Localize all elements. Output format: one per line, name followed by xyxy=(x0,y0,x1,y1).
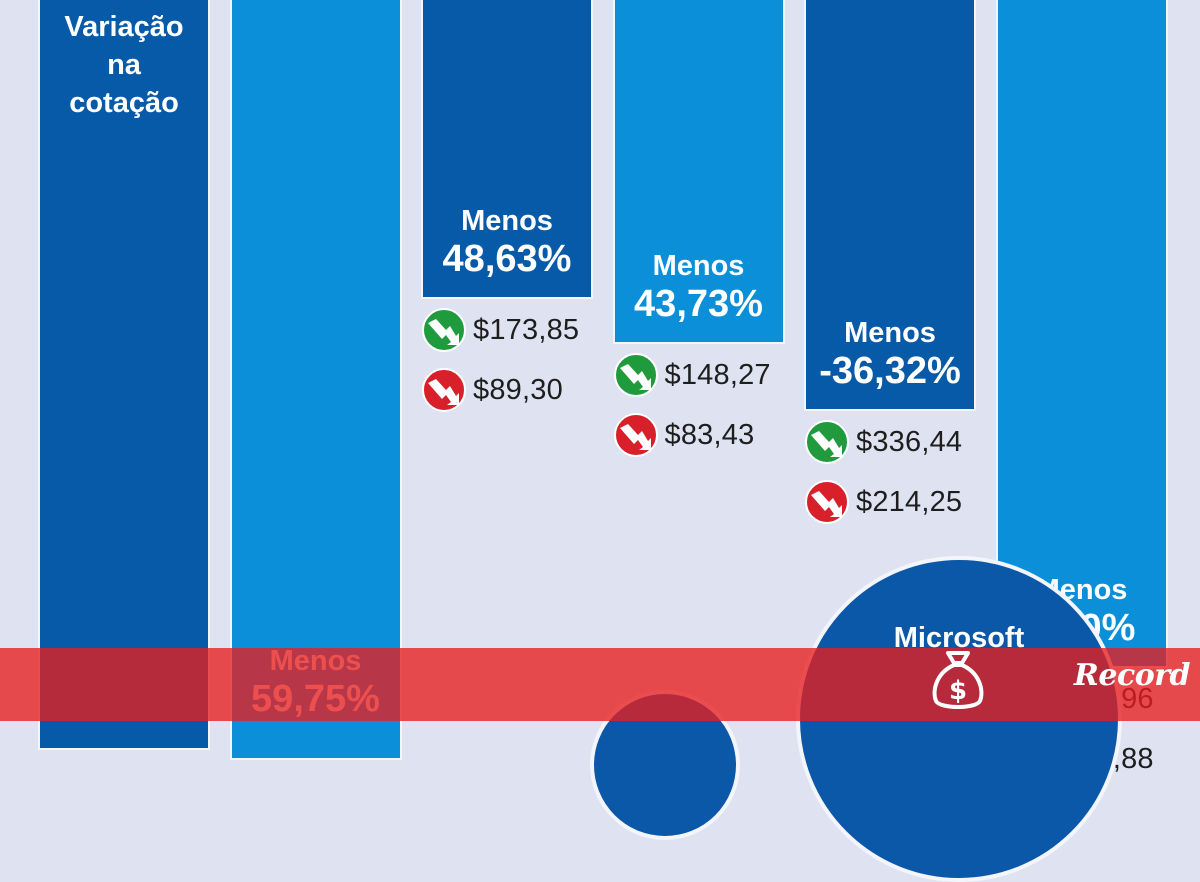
trend-down-icon xyxy=(422,368,466,412)
price-value: $173,85 xyxy=(473,313,580,346)
chart-title-line: cotação xyxy=(69,87,179,119)
bar: Menos59,75% xyxy=(229,0,402,760)
trend-up-icon xyxy=(805,420,849,464)
trend-down-icon xyxy=(613,413,658,457)
change-value-label: 48,63% xyxy=(442,238,572,280)
price-value: $214,25 xyxy=(856,485,963,518)
bar: Menos 43,73% xyxy=(612,0,785,344)
price-range: $148,27 $83,43 xyxy=(613,352,771,458)
price-low-row: $89,30 xyxy=(421,367,579,413)
record-logo: Record xyxy=(1073,658,1191,693)
price-high-row: $173,85 xyxy=(421,307,579,353)
money-bag-icon: $ xyxy=(932,651,984,709)
bar: Menos -36,32% xyxy=(804,0,976,411)
price-value: $89,30 xyxy=(473,373,563,406)
svg-text:$: $ xyxy=(949,676,967,706)
price-value: $336,44 xyxy=(856,425,963,458)
price-low-row: $214,25 xyxy=(804,479,962,525)
trend-up-icon xyxy=(613,353,658,397)
change-prefix: Menos xyxy=(652,250,745,282)
price-range: $336,44 $214,25 xyxy=(804,419,962,525)
price-high-row: $148,27 xyxy=(613,352,771,398)
price-high-row: $336,44 xyxy=(804,419,962,465)
price-value: $148,27 xyxy=(664,358,771,391)
price-value: $83,43 xyxy=(664,418,755,451)
chart-title-line: na xyxy=(107,49,141,81)
change-value-label: 43,73% xyxy=(634,283,763,325)
chart-title-line: Variação xyxy=(64,11,184,43)
trend-up-icon xyxy=(422,308,466,352)
change-value-label: -36,32% xyxy=(819,350,961,392)
bar: Menos 48,63% xyxy=(421,0,593,299)
trend-down-icon xyxy=(805,480,849,524)
change-prefix: Menos xyxy=(844,317,936,349)
brand-banner xyxy=(0,648,1200,721)
price-range: $173,85 $89,30 xyxy=(421,307,579,413)
title-column: Variação na cotação xyxy=(38,0,210,750)
price-low-row: $83,43 xyxy=(613,412,771,458)
change-prefix: Menos xyxy=(461,205,553,237)
